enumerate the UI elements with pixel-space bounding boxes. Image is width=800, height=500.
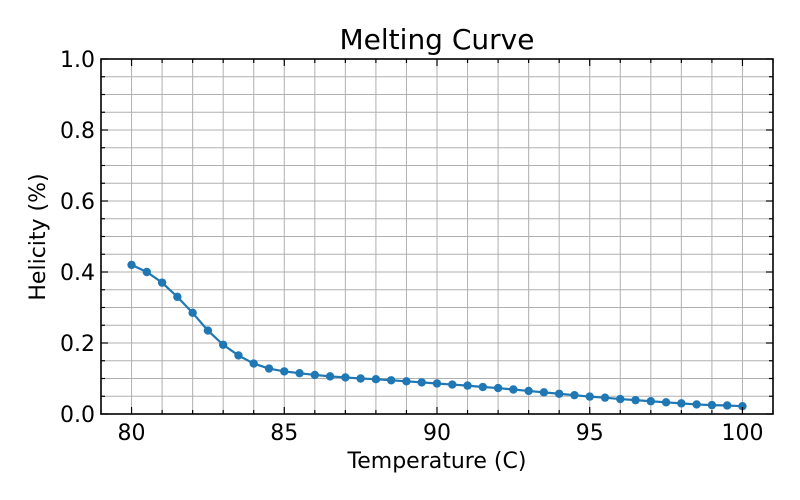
data-point (310, 370, 320, 380)
data-point (173, 292, 182, 302)
data-point (432, 379, 442, 388)
data-point (341, 373, 350, 382)
data-point (448, 380, 457, 389)
data-point (478, 382, 488, 392)
data-point (295, 368, 304, 378)
data-point (203, 326, 213, 335)
data-point (142, 267, 152, 277)
data-point (417, 378, 426, 387)
data-point (249, 359, 258, 368)
x-tick-label: 85 (270, 421, 298, 446)
data-point (371, 375, 381, 384)
data-point (524, 386, 533, 396)
data-point (722, 401, 732, 410)
y-tick-label: 0.2 (60, 332, 95, 357)
y-tick-label: 0.4 (60, 261, 95, 286)
x-tick-label: 95 (576, 421, 604, 446)
axis-ticks (100, 58, 774, 415)
data-point (157, 278, 167, 287)
x-tick-label: 100 (721, 421, 763, 446)
data-point (677, 399, 686, 408)
y-tick-label: 1.0 (60, 48, 95, 73)
data-point (402, 377, 411, 386)
x-tick-label: 80 (118, 421, 146, 446)
x-axis-label: Temperature (C) (347, 449, 527, 474)
data-point (539, 388, 549, 397)
series-layer (127, 260, 747, 411)
grid (100, 58, 774, 415)
data-point (585, 392, 594, 401)
chart-title: Melting Curve (340, 23, 535, 56)
data-point (631, 395, 640, 405)
data-point (616, 394, 625, 404)
data-point (356, 374, 365, 383)
data-point (264, 364, 274, 373)
y-axis-label: Helicity (%) (26, 173, 51, 300)
y-tick-label: 0.6 (60, 190, 95, 215)
data-point (661, 398, 671, 407)
data-point (188, 308, 197, 318)
data-point (234, 351, 243, 360)
data-point (509, 385, 518, 394)
data-point (692, 400, 701, 409)
data-point (493, 383, 503, 393)
data-point (325, 372, 335, 381)
data-point (280, 367, 289, 376)
data-point (127, 260, 136, 270)
data-point (463, 381, 472, 390)
y-tick-label: 0.0 (60, 403, 95, 428)
data-point (386, 376, 396, 385)
x-tick-label: 90 (423, 421, 451, 446)
data-point (218, 340, 228, 349)
data-point (738, 401, 747, 411)
data-point (707, 400, 717, 410)
data-point (570, 390, 579, 400)
data-point (646, 397, 656, 406)
tick-labels: 80 85 90 95 100 0.0 0.2 0.4 0.6 0.8 1.0 (60, 48, 763, 446)
data-point (600, 393, 610, 402)
data-point (554, 389, 564, 398)
y-tick-label: 0.8 (60, 119, 95, 144)
